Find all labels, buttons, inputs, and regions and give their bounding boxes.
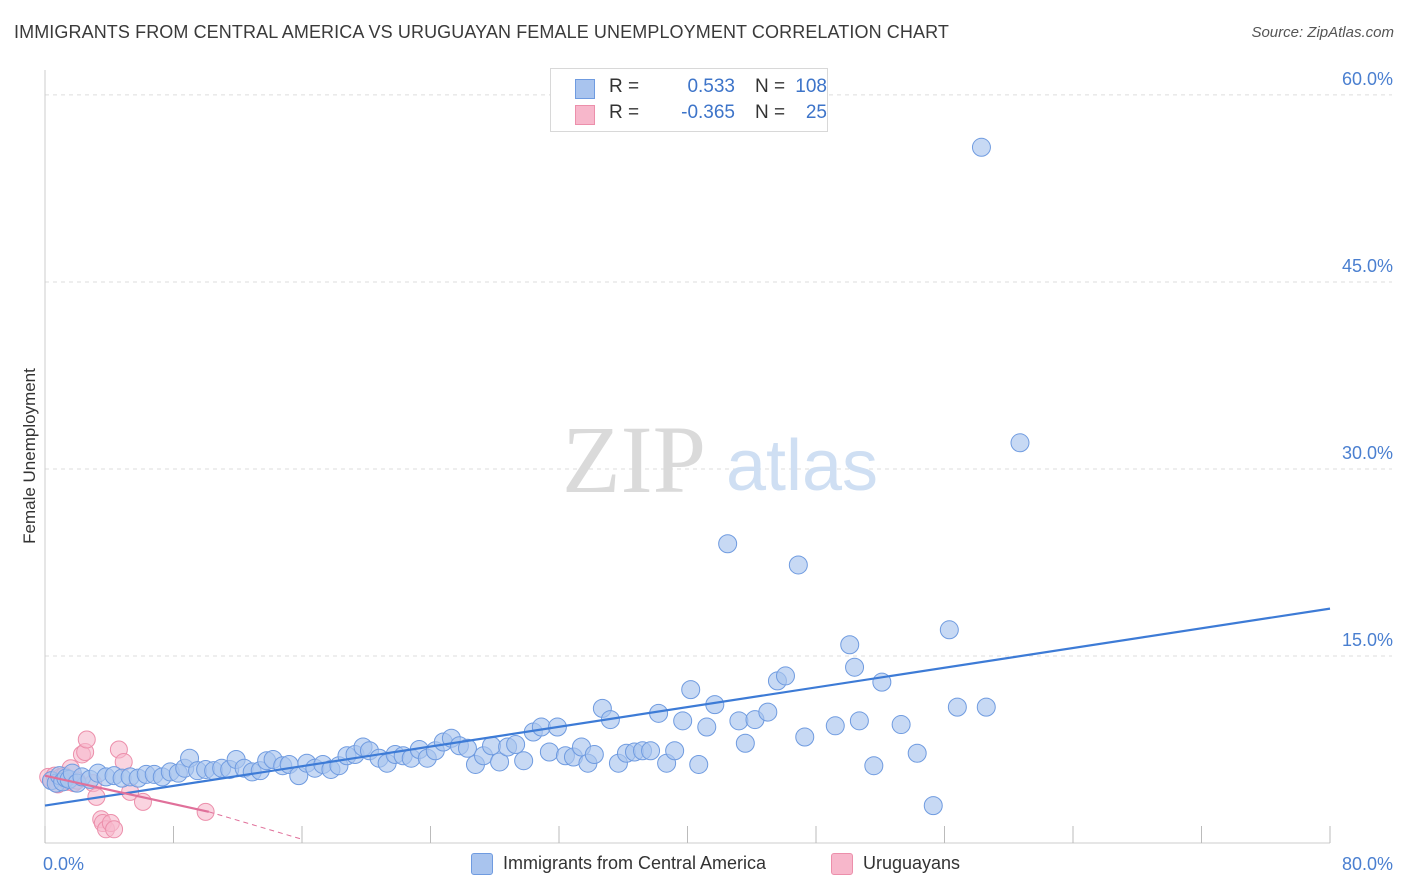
central-america-point <box>641 741 661 761</box>
x-tick-label-min: 0.0% <box>43 854 84 874</box>
central-america-point <box>665 741 685 761</box>
central-america-point <box>482 736 502 756</box>
central-america-point <box>514 751 534 771</box>
legend-n-label: N = <box>755 76 786 97</box>
central-america-point <box>1010 433 1030 453</box>
x-tick-label-max: 80.0% <box>1342 854 1393 874</box>
central-america-point <box>845 657 865 677</box>
y-axis-label: Female Unemployment <box>20 368 39 544</box>
uruguayans-point <box>77 730 96 749</box>
y-tick-label: 45.0% <box>1342 256 1393 276</box>
legend-r-label: R = <box>609 102 640 123</box>
central-america-point <box>729 711 749 731</box>
watermark: ZIP atlas <box>562 406 878 513</box>
central-america-point <box>923 796 943 816</box>
y-tick-label: 60.0% <box>1342 69 1393 89</box>
legend-swatch-pink <box>575 105 595 125</box>
central-america-points <box>41 137 1030 816</box>
central-america-point <box>584 744 604 764</box>
legend-swatch-pink <box>831 853 853 875</box>
uruguayans-point <box>105 820 124 839</box>
watermark-zip: ZIP <box>562 406 706 513</box>
legend-r-value: -0.365 <box>681 102 735 123</box>
central-america-point <box>490 752 510 772</box>
watermark-atlas: atlas <box>726 426 878 506</box>
legend-n-label: N = <box>755 102 786 123</box>
chart-title: IMMIGRANTS FROM CENTRAL AMERICA VS URUGU… <box>14 22 949 42</box>
legend-r-value: 0.533 <box>687 76 735 97</box>
y-tick-label: 15.0% <box>1342 630 1393 650</box>
uruguayans-trendline-extension <box>208 811 303 840</box>
central-america-point <box>849 711 869 731</box>
central-america-point <box>539 742 559 762</box>
grid-layer <box>45 94 1392 657</box>
central-america-point <box>718 534 738 554</box>
central-america-point <box>689 754 709 774</box>
central-america-point <box>673 711 693 731</box>
central-america-point <box>697 717 717 737</box>
central-america-point <box>939 620 959 640</box>
central-america-point <box>681 680 701 700</box>
central-america-point <box>531 717 551 737</box>
central-america-point <box>795 727 815 747</box>
legend-label: Immigrants from Central America <box>503 853 767 873</box>
y-tick-label: 30.0% <box>1342 443 1393 463</box>
central-america-trendline <box>44 607 1331 807</box>
central-america-point <box>907 743 927 763</box>
central-america-point <box>864 756 884 776</box>
central-america-point <box>825 716 845 736</box>
legend-swatch-blue <box>471 853 493 875</box>
central-america-point <box>971 137 991 157</box>
central-america-point <box>840 635 860 655</box>
central-america-point <box>947 697 967 717</box>
central-america-point <box>976 697 996 717</box>
uruguayans-trendline <box>44 774 210 813</box>
central-america-point <box>457 738 477 758</box>
legend-r-label: R = <box>609 76 640 97</box>
central-america-point <box>506 735 526 755</box>
legend-n-value: 25 <box>805 102 827 123</box>
legend-label: Uruguayans <box>863 853 961 873</box>
central-america-point <box>891 715 911 735</box>
legend-swatch-blue <box>575 79 595 99</box>
axis-layer: 15.0% 30.0% 45.0% 60.0% <box>44 69 1393 844</box>
correlation-legend: R = 0.533 N = 108 R = -0.365 N = 25 <box>550 68 828 132</box>
source-credit: Source: ZipAtlas.com <box>1251 24 1394 41</box>
legend-n-value: 108 <box>795 76 827 97</box>
central-america-point <box>788 555 808 575</box>
trendlines <box>44 607 1331 840</box>
central-america-point <box>735 733 755 753</box>
central-america-point <box>758 702 778 722</box>
central-america-point <box>775 666 795 686</box>
